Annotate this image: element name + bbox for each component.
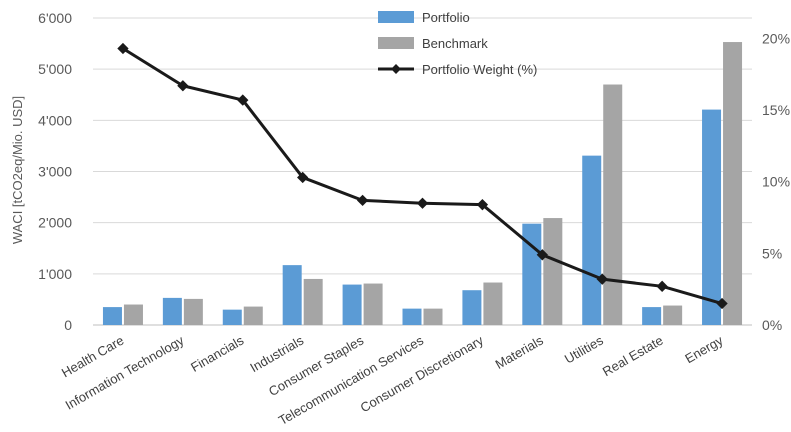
y-axis-label: WACI [tCO2eq/Mio. USD] — [10, 96, 25, 244]
y-tick-label: 6'000 — [38, 10, 72, 26]
legend-label: Benchmark — [422, 36, 488, 51]
category-label: Energy — [682, 332, 726, 366]
y-tick-label: 1'000 — [38, 266, 72, 282]
legend-label: Portfolio Weight (%) — [422, 62, 537, 77]
benchmark-bar — [603, 84, 623, 326]
benchmark-bar — [123, 304, 143, 325]
y2-tick-label: 20% — [762, 30, 790, 46]
legend-swatch — [378, 11, 414, 23]
gridlines — [93, 17, 752, 326]
benchmark-bar — [243, 306, 263, 325]
portfolio-bar — [162, 297, 182, 325]
category-label: Real Estate — [600, 333, 666, 380]
y2-tick-label: 10% — [762, 174, 790, 190]
left-axis-ticks: 0 1'000 2'000 3'000 4'000 5'000 6'000 — [38, 10, 72, 333]
portfolio-bar — [342, 284, 362, 325]
benchmark-bar — [723, 42, 743, 325]
legend-label: Portfolio — [422, 10, 470, 25]
y-tick-label: 3'000 — [38, 164, 72, 180]
y-tick-label: 4'000 — [38, 112, 72, 128]
weight-marker — [536, 249, 548, 261]
category-label: Utilities — [562, 332, 606, 366]
y-tick-label: 0 — [64, 317, 72, 333]
portfolio-bar — [582, 155, 602, 325]
portfolio-bar — [102, 307, 122, 325]
category-label: Financials — [188, 332, 247, 375]
weight-marker — [596, 273, 608, 285]
weight-marker — [416, 197, 429, 209]
portfolio-bar — [402, 308, 422, 325]
right-axis-ticks: 0% 5% 10% 15% 20% — [762, 30, 790, 333]
weight-marker — [297, 171, 309, 184]
benchmark-bar — [363, 283, 383, 325]
weight-line — [117, 42, 728, 310]
benchmark-bar — [303, 278, 323, 325]
bars — [102, 42, 743, 326]
portfolio-bar — [642, 307, 662, 325]
y-tick-label: 5'000 — [38, 61, 72, 77]
category-label: Materials — [493, 332, 547, 372]
benchmark-bar — [663, 305, 683, 325]
legend-marker — [391, 64, 401, 74]
portfolio-bar — [702, 109, 722, 325]
portfolio-bar — [222, 309, 242, 325]
benchmark-bar — [423, 308, 443, 325]
benchmark-bar — [483, 282, 503, 325]
weight-line-path — [122, 47, 723, 305]
benchmark-bar — [183, 298, 203, 325]
portfolio-bar — [462, 290, 482, 325]
legend: Portfolio Benchmark Portfolio Weight (%) — [378, 10, 537, 77]
y2-tick-label: 15% — [762, 102, 790, 118]
weight-marker — [117, 42, 129, 55]
y2-tick-label: 5% — [762, 245, 782, 261]
y2-tick-label: 0% — [762, 317, 782, 333]
weight-marker — [476, 199, 489, 211]
benchmark-bar — [543, 218, 563, 325]
portfolio-bar — [282, 265, 302, 325]
y-tick-label: 2'000 — [38, 215, 72, 231]
weight-marker — [356, 194, 369, 207]
weight-marker — [656, 280, 668, 292]
weight-marker — [716, 297, 728, 310]
legend-swatch — [378, 37, 414, 49]
